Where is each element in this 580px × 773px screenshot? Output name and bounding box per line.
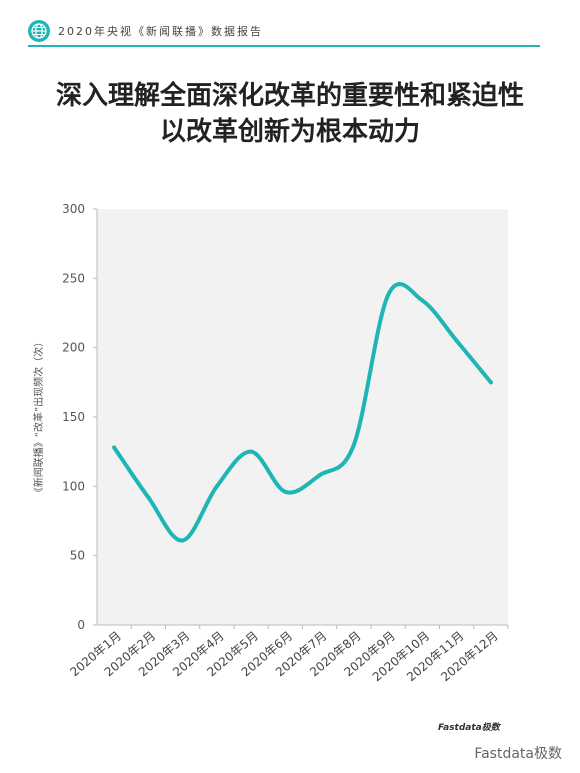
data-point bbox=[420, 298, 425, 303]
y-tick-label: 200 bbox=[62, 341, 85, 355]
y-axis-label: 《新闻联播》“改革”出现频次（次） bbox=[32, 337, 45, 497]
watermark: Fastdata极数 bbox=[474, 746, 562, 762]
header-text: 2020年央视《新闻联播》数据报告 bbox=[58, 25, 263, 38]
y-tick-label: 250 bbox=[62, 271, 85, 285]
y-tick-label: 50 bbox=[70, 549, 85, 563]
data-point bbox=[351, 442, 356, 447]
data-point bbox=[249, 449, 254, 454]
line-chart: 0501001502002503002020年1月2020年2月2020年3月2… bbox=[32, 202, 509, 684]
data-point bbox=[146, 495, 151, 500]
title-line-1: 深入理解全面深化改革的重要性和紧迫性 bbox=[55, 81, 524, 111]
data-point bbox=[386, 292, 391, 297]
plot-area bbox=[97, 209, 508, 625]
data-point bbox=[180, 538, 185, 543]
data-point bbox=[214, 484, 219, 489]
report-header: 2020年央视《新闻联播》数据报告 bbox=[28, 20, 540, 46]
title-line-2: 以改革创新为根本动力 bbox=[159, 117, 420, 147]
data-point bbox=[112, 445, 117, 450]
data-point bbox=[317, 473, 322, 478]
data-point bbox=[454, 338, 459, 343]
header-divider bbox=[28, 45, 540, 47]
brand-logo: Fastdata极数 bbox=[438, 723, 500, 733]
data-point bbox=[283, 489, 288, 494]
data-point bbox=[488, 380, 493, 385]
y-tick-label: 100 bbox=[62, 479, 85, 493]
globe-icon bbox=[28, 20, 50, 42]
y-tick-label: 300 bbox=[62, 202, 85, 216]
page-title: 深入理解全面深化改革的重要性和紧迫性 以改革创新为根本动力 bbox=[0, 78, 580, 150]
y-tick-label: 0 bbox=[77, 618, 85, 632]
y-tick-label: 150 bbox=[62, 410, 85, 424]
